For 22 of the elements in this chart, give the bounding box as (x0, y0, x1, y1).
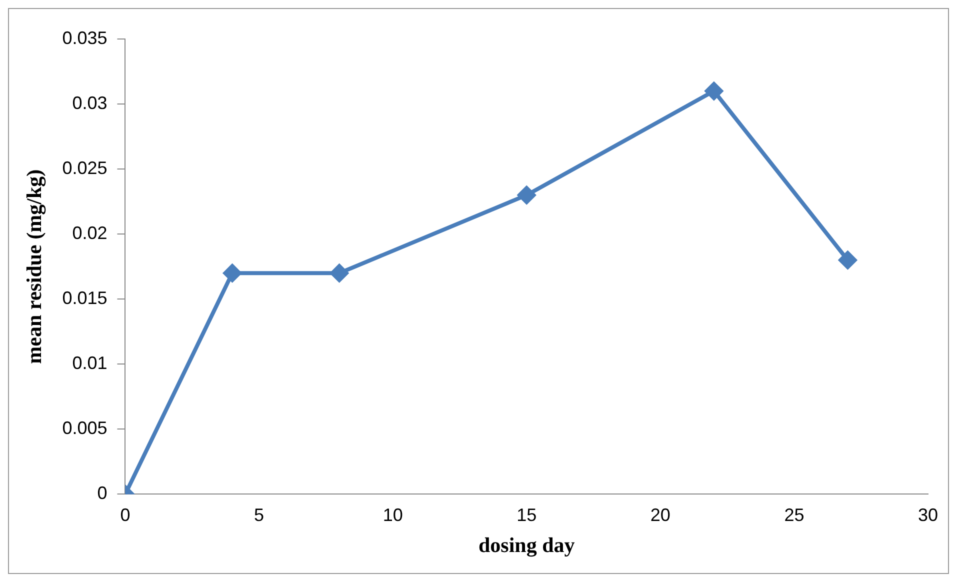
x-tick-label: 25 (784, 504, 804, 525)
point (223, 264, 242, 282)
point (518, 186, 536, 204)
y-tick-label: 0.025 (62, 158, 108, 178)
y-tick-label: 0 (97, 483, 108, 504)
point (330, 264, 348, 282)
y-tick-label: 0.01 (72, 353, 108, 374)
y-tick-label: 0.035 (62, 28, 108, 48)
x-tick-label: 20 (650, 504, 670, 525)
x-axis-title: dosing day (478, 532, 576, 557)
point (838, 251, 857, 270)
x-tick-label: 0 (120, 504, 130, 525)
y-tick-label: 0.005 (62, 418, 108, 438)
y-tick-label: 0.015 (62, 288, 108, 308)
y-axis-title: mean residue (mg/kg) (22, 169, 46, 364)
x-tick-label: 5 (254, 504, 264, 525)
x-tick-label: 30 (918, 504, 938, 525)
x-tick-label: 15 (516, 504, 537, 525)
y-tick-label: 0.02 (72, 223, 108, 244)
point (704, 82, 723, 100)
y-tick-label: 0.03 (72, 92, 108, 113)
x-tick-label: 10 (382, 504, 403, 525)
